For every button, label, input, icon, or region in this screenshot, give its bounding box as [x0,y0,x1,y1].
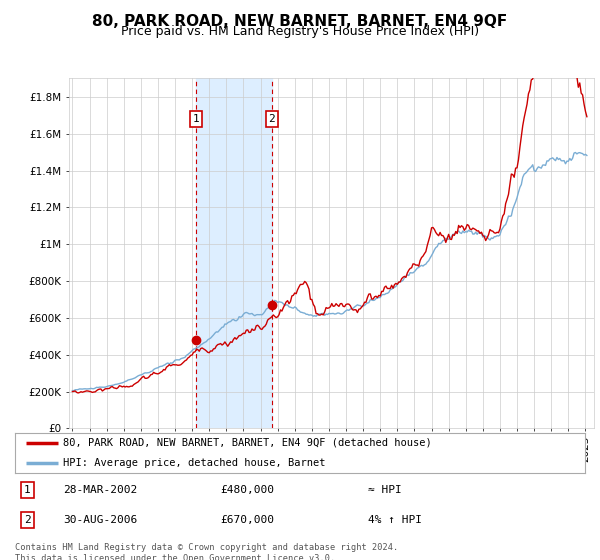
Text: 28-MAR-2002: 28-MAR-2002 [64,485,138,495]
Text: ≈ HPI: ≈ HPI [368,485,402,495]
Text: 30-AUG-2006: 30-AUG-2006 [64,515,138,525]
Text: HPI: Average price, detached house, Barnet: HPI: Average price, detached house, Barn… [64,458,326,468]
Text: 80, PARK ROAD, NEW BARNET, BARNET, EN4 9QF: 80, PARK ROAD, NEW BARNET, BARNET, EN4 9… [92,14,508,29]
Bar [196,78,272,428]
Text: 2: 2 [269,114,275,124]
Text: £480,000: £480,000 [220,485,274,495]
Text: 2: 2 [24,515,31,525]
Text: £670,000: £670,000 [220,515,274,525]
Text: Price paid vs. HM Land Registry's House Price Index (HPI): Price paid vs. HM Land Registry's House … [121,25,479,38]
Text: 1: 1 [24,485,31,495]
Text: 80, PARK ROAD, NEW BARNET, BARNET, EN4 9QF (detached house): 80, PARK ROAD, NEW BARNET, BARNET, EN4 9… [64,438,432,448]
Text: 4% ↑ HPI: 4% ↑ HPI [368,515,422,525]
Text: 1: 1 [193,114,199,124]
Text: Contains HM Land Registry data © Crown copyright and database right 2024.
This d: Contains HM Land Registry data © Crown c… [15,543,398,560]
